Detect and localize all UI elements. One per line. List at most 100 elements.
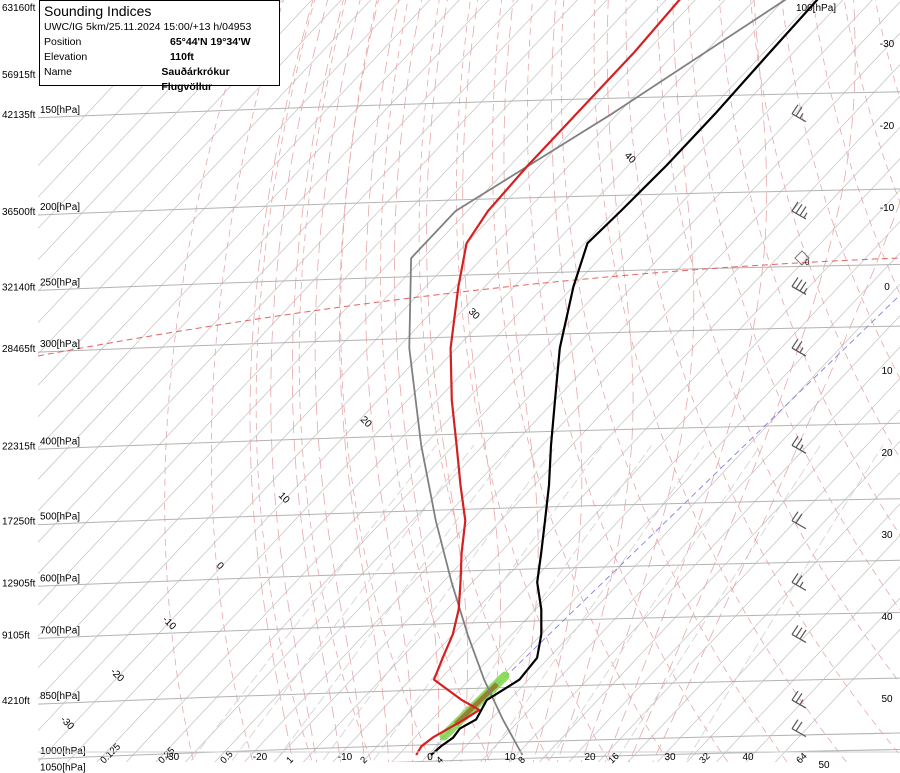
wind-barbs <box>791 104 808 738</box>
altitude-label: 9105ft <box>2 630 30 641</box>
dry-adiabat-line <box>625 0 900 756</box>
wind-barb-flag <box>791 625 799 635</box>
mixing-ratio-line <box>484 445 705 762</box>
isotherm-line <box>243 64 900 762</box>
isotherm-line <box>627 471 900 762</box>
info-subtitle: UWC/IG 5km/25.11.2024 15:00/+13 h/04953 <box>44 21 252 33</box>
wind-barb-flag <box>795 721 803 732</box>
moist-adiabat-line <box>314 0 365 762</box>
dry-adiabat-line <box>719 0 900 536</box>
wind-barb-flag <box>799 629 807 640</box>
mixing-ratio-line <box>321 445 557 762</box>
isotherm-line <box>38 0 460 449</box>
altitude-label: 17250ft <box>2 517 36 528</box>
moist-adiabat-line <box>462 0 501 762</box>
name-label: Name <box>44 66 73 78</box>
isobar-line <box>38 422 900 450</box>
altitude-label: 36500ft <box>2 207 36 218</box>
right-axis-label: 0 <box>884 282 890 293</box>
moist-adiabat-line <box>580 0 695 762</box>
moist-adiabat-line <box>503 0 539 762</box>
isobar-line <box>38 498 900 526</box>
wind-barb-flag <box>799 206 807 216</box>
pressure-label: 500[hPa] <box>40 512 80 523</box>
wind-barb-flag <box>795 693 803 703</box>
name-value: Sauðárkrókur Flugvöllur <box>161 66 230 93</box>
dry-adiabat-line <box>211 0 284 762</box>
wind-barb-flag <box>799 281 807 292</box>
isobar-line <box>38 325 900 353</box>
wind-barb-flag <box>795 106 803 117</box>
moist-adiabat-line <box>394 0 440 762</box>
mixing-ratio-line <box>230 445 475 762</box>
isotherm-line <box>479 315 900 762</box>
info-row-position: Position 65°44'N 19°34'W <box>44 35 275 50</box>
wind-barb-staff <box>791 347 807 357</box>
right-axis-label: -20 <box>880 121 895 132</box>
wind-barb <box>791 690 807 709</box>
position-value: 65°44'N 19°34'W <box>170 36 251 48</box>
isotherm-line <box>214 32 900 762</box>
altitude-label: 12905ft <box>2 578 36 589</box>
pressure-label: 150[hPa] <box>40 105 80 116</box>
wind-barb-staff <box>791 520 807 530</box>
dry-adiabat-line <box>298 0 373 762</box>
isotherm-line <box>155 0 873 762</box>
mixing-ratio-label: 64 <box>794 751 809 766</box>
isobar-lines <box>38 91 900 762</box>
moist-adiabat-line <box>365 0 414 762</box>
lcl-reference-line <box>439 294 900 741</box>
isobar-line <box>38 732 900 760</box>
info-row-name: Name Sauðárkrókur Flugvöllur <box>44 65 275 95</box>
isotherm-line <box>38 0 755 762</box>
wind-barb <box>791 435 807 454</box>
dry-adiabat-line <box>593 0 847 762</box>
isotherm-line <box>420 252 900 762</box>
mixing-ratio-label: 8 <box>516 755 528 767</box>
dry-adiabat-line <box>656 0 900 684</box>
wind-barb <box>791 625 807 643</box>
pressure-label: 850[hPa] <box>40 691 80 702</box>
wind-barb-flag <box>795 341 803 351</box>
wind-barb <box>791 573 807 591</box>
wind-barb <box>791 719 807 738</box>
isotherm-line <box>38 0 637 637</box>
right-axis-label: 50 <box>881 694 893 705</box>
right-axis-label: -10 <box>880 203 895 214</box>
altitude-label: 4210ft <box>2 696 30 707</box>
moist-adiabat-line <box>652 201 900 762</box>
zero-isotherm-line <box>38 257 900 357</box>
bottom-temperature-label: 50 <box>818 760 830 771</box>
mixing-ratio-line <box>614 445 821 762</box>
freezing-level-marker <box>794 250 810 266</box>
wind-barb-half-flag <box>799 113 804 119</box>
bottom-temperature-label: 30 <box>664 752 676 763</box>
isotherm-line <box>38 0 342 324</box>
freezing-level-label: 0 <box>805 258 810 267</box>
isotherm-line <box>597 440 900 762</box>
isotherm-line <box>38 0 313 292</box>
isotherm-label: -30 <box>58 714 76 732</box>
isotherm-line <box>686 534 900 762</box>
isotherm-line <box>184 1 900 762</box>
isotherm-line <box>38 0 401 386</box>
isotherm-line <box>38 0 549 543</box>
wind-barb-flag <box>791 573 799 583</box>
altitude-label: 42135ft <box>2 110 36 121</box>
wind-barb-flag <box>791 435 799 446</box>
wind-barb-staff <box>791 210 807 220</box>
dry-adiabat-line <box>527 0 729 762</box>
wind-barb <box>791 201 808 220</box>
isotherm-line <box>38 0 431 418</box>
isotherm-line <box>332 158 900 762</box>
moist-adiabat-line <box>292 0 344 762</box>
elevation-label: Elevation <box>44 51 88 63</box>
wind-barb-flag <box>791 104 799 115</box>
isotherm-line <box>38 0 490 481</box>
wind-barb <box>791 511 807 530</box>
wind-barb-staff <box>791 285 807 295</box>
isotherm-line <box>66 0 785 762</box>
wind-barb-flag <box>795 513 803 524</box>
moist-adiabat-line <box>628 0 856 762</box>
